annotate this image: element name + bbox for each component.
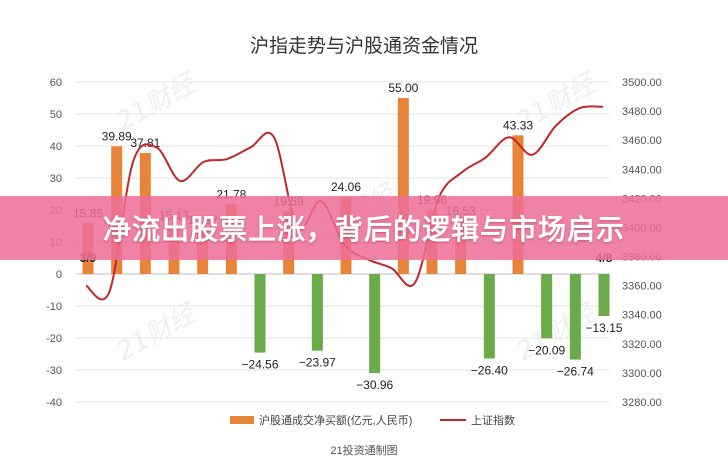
bar-data-label: −26.74 [557, 365, 594, 379]
bar-data-label: −24.56 [241, 358, 278, 372]
y-left-tick-label: -10 [46, 301, 62, 313]
bar-data-label: 39.89 [102, 129, 132, 143]
y-right-tick-label: 3360.00 [622, 281, 662, 293]
chart-footnote: 21投资通制图 [330, 443, 397, 457]
bar-data-label: −26.40 [471, 363, 508, 377]
bar-data-label: −23.97 [299, 356, 336, 370]
bar [397, 98, 409, 274]
y-left-tick-label: 60 [50, 77, 62, 89]
bar-data-label: −30.96 [356, 378, 393, 392]
y-right-tick-label: 3460.00 [622, 135, 662, 147]
watermark-text: 21财经 [112, 67, 203, 137]
legend-label-bar: 沪股通成交净买额(亿元,人民币) [259, 413, 412, 427]
headline-banner: 净流出股票上涨，背后的逻辑与市场启示 [0, 196, 728, 260]
bar-data-label: −13.15 [585, 321, 622, 335]
y-right-tick-label: 3300.00 [622, 368, 662, 380]
bar [569, 274, 581, 360]
y-left-tick-label: 50 [50, 109, 62, 121]
chart-title: 沪指走势与沪股通资金情况 [250, 35, 478, 57]
bar-data-label: −20.09 [528, 343, 565, 357]
y-right-tick-label: 3480.00 [622, 106, 662, 118]
watermark-text: 21财经 [112, 297, 203, 367]
y-left-tick-label: 0 [56, 269, 62, 281]
bar-data-label: 24.06 [331, 180, 361, 194]
y-right-tick-label: 3320.00 [622, 339, 662, 351]
y-left-tick-label: 30 [50, 173, 62, 185]
bar [598, 274, 610, 317]
bar-data-label: 55.00 [388, 81, 418, 95]
bar [369, 274, 381, 374]
y-right-tick-label: 3340.00 [622, 310, 662, 322]
y-right-tick-label: 3440.00 [622, 164, 662, 176]
y-left-tick-label: -30 [46, 365, 62, 377]
legend-label-line: 上证指数 [471, 413, 515, 427]
bar [254, 274, 266, 353]
y-left-tick-label: 40 [50, 141, 62, 153]
chart-legend: 沪股通成交净买额(亿元,人民币) 上证指数 [230, 413, 515, 427]
bar-data-label: 43.33 [503, 118, 533, 132]
bar [541, 274, 553, 339]
headline-text: 净流出股票上涨，背后的逻辑与市场启示 [102, 213, 625, 246]
y-right-tick-label: 3500.00 [622, 77, 662, 89]
y-right-tick-label: 3280.00 [622, 397, 662, 409]
y-left-tick-label: -20 [46, 333, 62, 345]
bar [311, 274, 323, 351]
bar [483, 274, 495, 359]
legend-swatch-bar [230, 416, 254, 424]
y-left-tick-label: -40 [46, 397, 62, 409]
